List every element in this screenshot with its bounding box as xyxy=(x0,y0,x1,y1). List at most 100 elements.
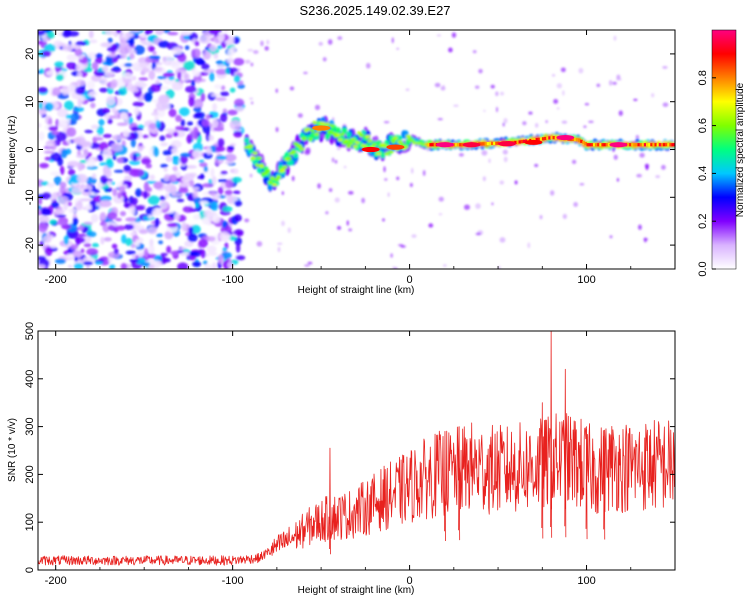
noise-speck xyxy=(322,57,327,62)
noise-blob xyxy=(185,85,197,93)
noise-blob xyxy=(166,245,172,254)
noise-speck xyxy=(327,39,333,45)
noise-blob xyxy=(130,138,136,148)
noise-blob xyxy=(180,30,192,36)
noise-blob xyxy=(173,211,180,221)
noise-blob xyxy=(78,224,85,231)
core-segment xyxy=(631,143,634,147)
trace-segment xyxy=(280,168,286,172)
trace-segment xyxy=(348,141,354,146)
noise-speck xyxy=(391,37,394,44)
trace-segment xyxy=(358,133,365,138)
noise-blob xyxy=(189,256,197,261)
core-segment xyxy=(595,143,598,147)
noise-speck xyxy=(264,46,269,51)
noise-blob xyxy=(154,217,160,227)
noise-blob xyxy=(74,256,79,262)
core-segment xyxy=(662,143,666,147)
noise-blob xyxy=(87,52,98,60)
noise-blob xyxy=(112,134,124,141)
noise-blob xyxy=(226,194,234,204)
core-segment xyxy=(480,142,483,146)
noise-blob xyxy=(105,30,115,36)
noise-blob xyxy=(155,79,160,85)
noise-blob xyxy=(38,198,43,205)
trace-segment xyxy=(365,134,371,139)
noise-blob xyxy=(66,127,77,137)
noise-blob xyxy=(145,163,152,169)
colorbar-tick-label: 0.2 xyxy=(697,214,709,229)
hotspots xyxy=(312,125,628,153)
noise-blob xyxy=(67,264,73,269)
noise-blob xyxy=(67,56,79,61)
noise-blob xyxy=(66,139,71,144)
trace-segment xyxy=(335,127,341,133)
noise-blob xyxy=(161,86,170,90)
noise-blob xyxy=(200,249,206,259)
noise-blob xyxy=(118,44,130,52)
noise-blob xyxy=(45,142,54,148)
noise-blob xyxy=(154,62,163,66)
trace-segment xyxy=(384,151,390,156)
trace-segment xyxy=(337,138,343,142)
noise-speck xyxy=(442,84,445,89)
noise-blob xyxy=(159,200,169,210)
noise-speck xyxy=(527,242,531,249)
noise-blob xyxy=(44,156,52,161)
noise-blob xyxy=(226,58,234,64)
noise-blob xyxy=(67,169,76,176)
noise-blob xyxy=(179,107,190,117)
trace-segment xyxy=(324,122,331,126)
noise-blob xyxy=(87,152,92,158)
noise-blob xyxy=(100,42,112,48)
trace-segment xyxy=(367,139,373,143)
core-segment xyxy=(671,143,675,147)
noise-blob xyxy=(44,102,54,112)
noise-blob xyxy=(115,217,122,222)
noise-blob xyxy=(55,131,67,142)
trace-segment xyxy=(307,137,314,142)
snr-axes: -200 -100 0 100 0 100 200 300 400 500 xyxy=(24,322,676,587)
noise-speck xyxy=(448,47,453,53)
noise-blob xyxy=(235,255,246,261)
noise-speck xyxy=(500,91,504,96)
noise-blob xyxy=(205,114,211,120)
noise-blob xyxy=(106,95,116,106)
noise-blob xyxy=(134,205,146,211)
noise-speck xyxy=(556,107,560,110)
noise-blob xyxy=(57,156,64,167)
noise-blob xyxy=(192,189,198,199)
core-segment xyxy=(575,138,579,142)
noise-blob xyxy=(155,119,161,129)
noise-speck xyxy=(307,261,313,265)
noise-blob xyxy=(54,209,65,215)
noise-blob xyxy=(94,261,104,265)
noise-speck xyxy=(438,196,444,202)
y-tick-label: 0 xyxy=(24,146,36,152)
core-segment xyxy=(490,141,494,146)
noise-speck xyxy=(325,211,329,215)
trace-segment xyxy=(352,144,358,149)
noise-blob xyxy=(235,231,244,237)
core-segment xyxy=(601,143,604,147)
noise-blob xyxy=(65,114,72,120)
noise-blob xyxy=(136,124,145,128)
noise-speck xyxy=(499,180,504,185)
noise-blob xyxy=(58,195,69,205)
noise-blob xyxy=(76,150,82,156)
noise-blob xyxy=(50,201,60,209)
noise-blob xyxy=(106,53,117,58)
noise-blob xyxy=(51,130,59,136)
y-tick-label: 10 xyxy=(24,96,36,108)
noise-blob xyxy=(215,97,227,102)
noise-blob xyxy=(47,118,53,127)
noise-speck xyxy=(266,39,270,45)
core-segment xyxy=(590,143,594,147)
noise-speck xyxy=(551,74,556,77)
noise-speck xyxy=(612,81,617,85)
noise-blob xyxy=(90,213,99,223)
trace-segment xyxy=(256,167,263,174)
noise-blob xyxy=(102,148,112,159)
core-segment xyxy=(639,143,643,147)
core-segment xyxy=(673,143,675,147)
